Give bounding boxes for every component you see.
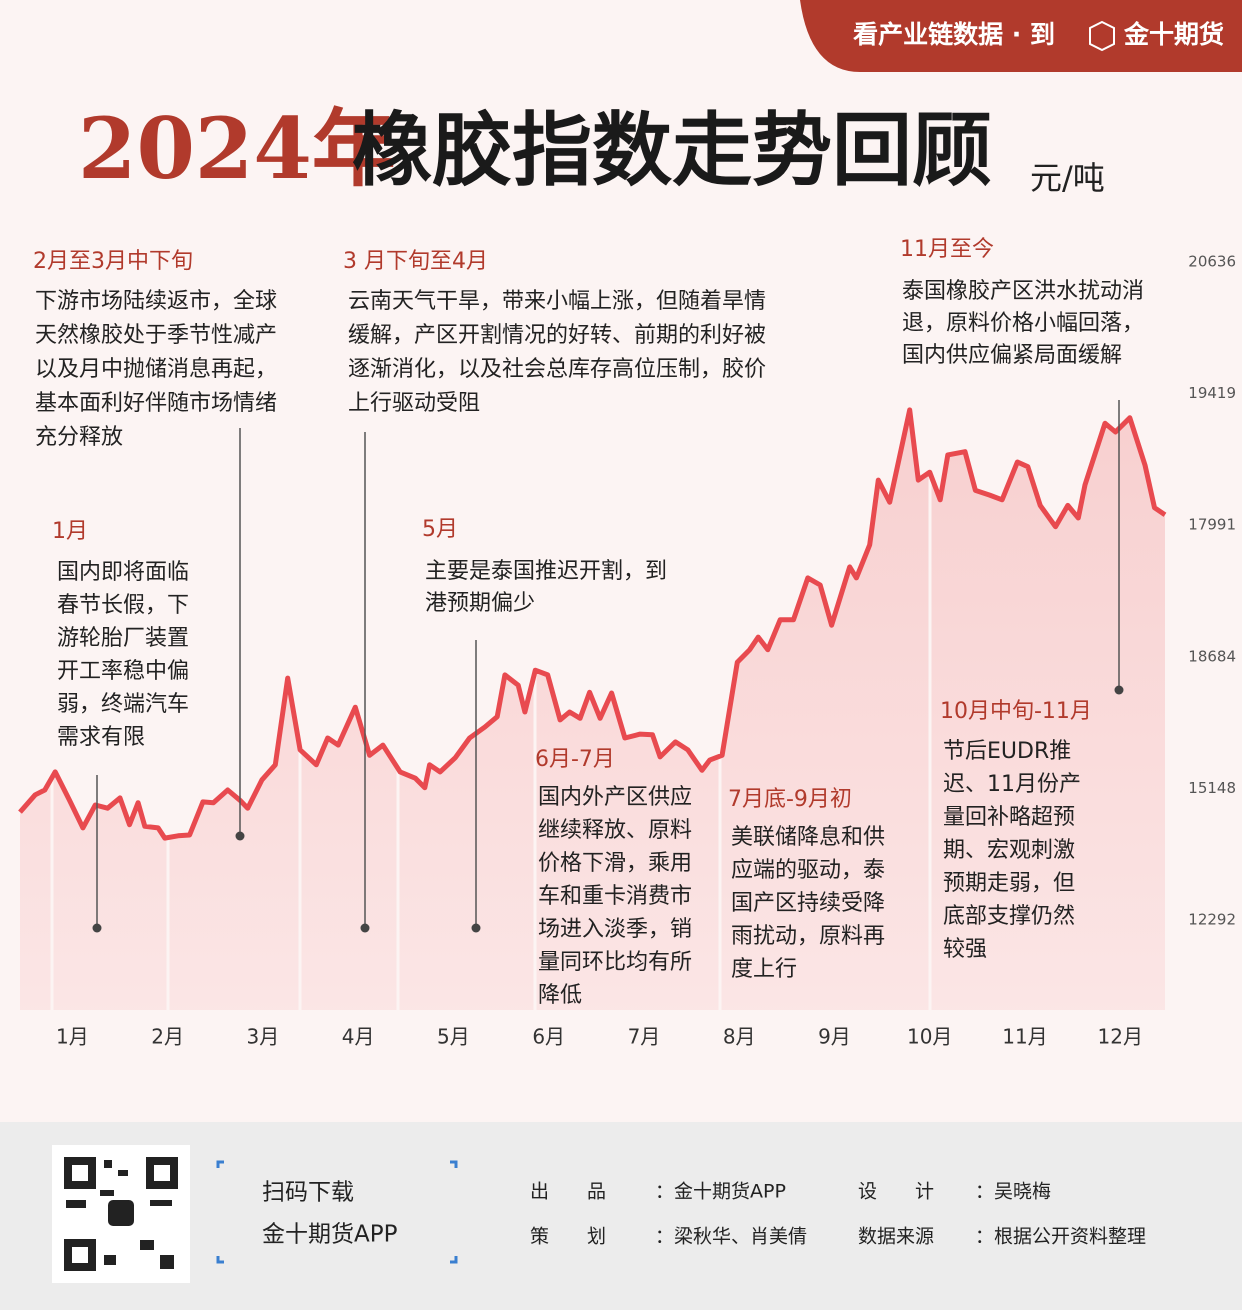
credit-value: ：梁秋华、肖美倩 xyxy=(655,1226,807,1248)
footer xyxy=(0,1122,1242,1310)
x-tick-label: 6月 xyxy=(532,1025,565,1049)
credit-value: ：金十期货APP xyxy=(655,1181,786,1203)
annotation-text: 下游市场陆续返市，全球 xyxy=(35,289,277,314)
annotation-text: 迟、11月份产 xyxy=(943,772,1081,797)
annotation-text: 港预期偏少 xyxy=(425,591,535,616)
annotation-title: 1月 xyxy=(52,519,88,544)
annotation-text: 降低 xyxy=(538,983,582,1008)
annotation-text: 云南天气干旱，带来小幅上涨，但随着旱情 xyxy=(348,289,766,314)
header-tab xyxy=(800,0,1242,72)
annotation-text: 量回补略超预 xyxy=(943,805,1075,830)
annotation-title: 3 月下旬至4月 xyxy=(343,249,488,274)
annotation-text: 缓解，产区开割情况的好转、前期的利好被 xyxy=(348,323,766,348)
annotation-title: 11月至今 xyxy=(900,237,994,262)
unit: 元/吨 xyxy=(1030,159,1105,197)
annotation-title: 10月中旬-11月 xyxy=(940,699,1092,724)
y-axis-label: 20636 xyxy=(1188,253,1236,271)
annotation-text: 预期走弱，但 xyxy=(943,871,1075,896)
annotation-text: 量同环比均有所 xyxy=(538,950,692,975)
credit-label: 策 划 xyxy=(530,1226,606,1248)
annotation-text: 继续释放、原料 xyxy=(538,818,692,843)
scan-text: 扫码下载 xyxy=(262,1180,354,1206)
annotation-text: 泰国橡胶产区洪水扰动消 xyxy=(902,279,1144,304)
annotation-text: 较强 xyxy=(943,937,987,962)
x-tick-label: 4月 xyxy=(342,1025,375,1049)
app-text: 金十期货APP xyxy=(262,1222,398,1248)
pointer-dot xyxy=(1114,685,1124,695)
y-axis-label: 17991 xyxy=(1188,516,1236,534)
annotation-text: 基本面利好伴随市场情绪 xyxy=(35,391,277,416)
annotation-text: 雨扰动，原料再 xyxy=(731,924,885,949)
annotation-text: 度上行 xyxy=(731,957,797,982)
header-tab-text: 看产业链数据 · 到 xyxy=(853,20,1055,49)
x-tick-label: 7月 xyxy=(628,1025,661,1049)
title: 橡胶指数走势回顾 xyxy=(352,104,992,197)
annotation-text: 春节长假，下 xyxy=(57,593,189,618)
annotation-title: 5月 xyxy=(422,517,458,542)
bracket xyxy=(216,1160,458,1264)
y-axis-label: 12292 xyxy=(1188,911,1236,929)
annotation-text: 国内即将面临 xyxy=(57,560,189,585)
y-axis-label: 19419 xyxy=(1188,384,1236,402)
x-tick-label: 5月 xyxy=(437,1025,470,1049)
annotation-text: 需求有限 xyxy=(57,725,145,750)
annotation-text: 游轮胎厂装置 xyxy=(57,626,189,651)
annotation-text: 退，原料价格小幅回落， xyxy=(902,311,1144,336)
credit-value: ：吴晓梅 xyxy=(975,1181,1051,1203)
annotation-text: 国产区持续受降 xyxy=(731,891,885,916)
annotation-text: 国内供应偏紧局面缓解 xyxy=(902,343,1122,368)
credit-value: ：根据公开资料整理 xyxy=(975,1226,1146,1248)
price-line xyxy=(18,407,1167,841)
y-axis-label: 18684 xyxy=(1188,647,1236,665)
header-brand: 金十期货 xyxy=(1123,20,1224,49)
annotation-text: 底部支撑仍然 xyxy=(943,904,1075,929)
qr-pattern xyxy=(64,1157,178,1271)
credit-label: 出 品 xyxy=(530,1181,606,1203)
annotation-text: 期、宏观刺激 xyxy=(943,838,1075,863)
x-tick-label: 12月 xyxy=(1098,1025,1143,1049)
x-tick-label: 8月 xyxy=(723,1025,756,1049)
area xyxy=(20,409,1165,1010)
annotation-text: 价格下滑，乘用 xyxy=(538,851,692,876)
brand-logo xyxy=(1089,20,1115,52)
annotation-text: 上行驱动受阻 xyxy=(348,391,480,416)
annotation-title: 6月-7月 xyxy=(535,747,615,772)
annotation-title: 2月至3月中下旬 xyxy=(33,249,193,274)
annotation-text: 场进入淡季，销 xyxy=(538,917,692,942)
annotation-title: 7月底-9月初 xyxy=(728,787,852,812)
title-highlight: 2024年 xyxy=(78,99,396,198)
annotation-text: 以及月中抛储消息再起， xyxy=(35,357,277,382)
x-tick-label: 2月 xyxy=(151,1025,184,1049)
plot: 1月 2月 3月 4月 5月 6月 7月 8月 9月 10月 11月 12月 20636 19419 179… xyxy=(18,237,1236,1049)
annotation-text: 应端的驱动，泰 xyxy=(731,858,885,883)
credit-label: 数据来源 xyxy=(858,1226,934,1248)
annotation-text: 国内外产区供应 xyxy=(538,785,692,810)
annotation-text: 车和重卡消费市 xyxy=(538,884,692,909)
x-tick-label: 3月 xyxy=(247,1025,280,1049)
annotation-text: 充分释放 xyxy=(35,425,123,450)
annotation-text: 节后EUDR推 xyxy=(943,739,1071,764)
x-tick-label: 9月 xyxy=(818,1025,851,1049)
credit-label: 设 计 xyxy=(858,1181,934,1203)
annotation-text: 主要是泰国推迟开割，到 xyxy=(425,559,667,584)
x-tick-label: 11月 xyxy=(1002,1025,1047,1049)
y-axis-label: 15148 xyxy=(1188,779,1236,797)
annotation-text: 天然橡胶处于季节性减产 xyxy=(35,323,277,348)
x-tick-label: 1月 xyxy=(56,1025,89,1049)
pointer-dot xyxy=(92,923,102,933)
annotation-text: 美联储降息和供 xyxy=(731,825,885,850)
pointer-dot xyxy=(235,831,245,841)
x-tick-label: 10月 xyxy=(907,1025,952,1049)
annotation-text: 弱，终端汽车 xyxy=(57,692,189,717)
pointer-dot xyxy=(471,923,481,933)
annotation-text: 开工率稳中偏 xyxy=(57,659,189,684)
pointer-dot xyxy=(360,923,370,933)
annotation-text: 逐渐消化，以及社会总库存高位压制，胶价 xyxy=(348,357,766,382)
